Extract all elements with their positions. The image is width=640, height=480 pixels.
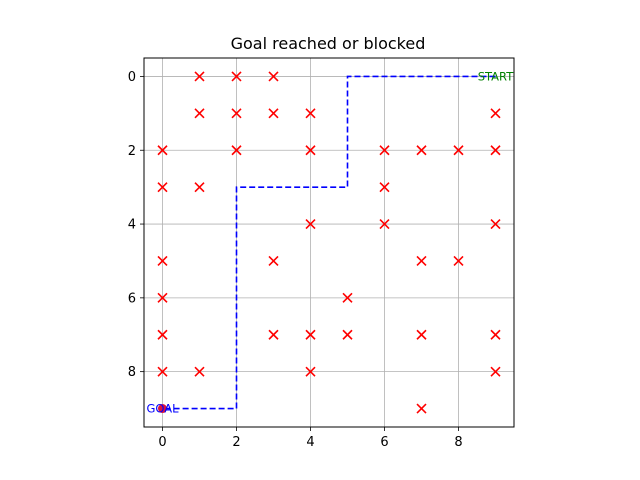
obstacle-stroke bbox=[379, 145, 390, 156]
obstacle-markers bbox=[157, 71, 501, 414]
obstacle-marker bbox=[416, 145, 427, 156]
obstacle-marker bbox=[305, 218, 316, 230]
x-tick-label: 0 bbox=[158, 435, 166, 450]
obstacle-stroke bbox=[268, 108, 279, 119]
obstacle-stroke bbox=[416, 329, 427, 340]
obstacle-marker bbox=[490, 329, 501, 340]
obstacle-marker bbox=[490, 145, 501, 156]
obstacle-marker bbox=[231, 71, 242, 82]
y-tick-label: 8 bbox=[128, 365, 136, 380]
obstacle-marker bbox=[194, 366, 205, 377]
obstacle-stroke bbox=[305, 366, 316, 377]
x-tick-label: 4 bbox=[306, 435, 314, 450]
route-path-line bbox=[162, 75, 496, 410]
plot-frame bbox=[143, 57, 515, 428]
chart-title: Goal reached or blocked bbox=[231, 34, 426, 53]
y-tick-label: 0 bbox=[128, 70, 136, 85]
obstacle-marker bbox=[157, 329, 168, 340]
obstacle-marker bbox=[305, 108, 316, 119]
obstacle-stroke bbox=[379, 218, 390, 230]
obstacle-marker bbox=[305, 329, 316, 340]
goal-marker bbox=[158, 404, 167, 414]
obstacle-stroke bbox=[305, 218, 316, 230]
annotation-layer: START GOAL bbox=[146, 69, 514, 415]
obstacle-marker bbox=[490, 366, 501, 377]
y-tick-label: 4 bbox=[128, 218, 136, 233]
obstacle-marker bbox=[490, 108, 501, 119]
obstacle-stroke bbox=[453, 255, 464, 267]
obstacle-marker bbox=[157, 182, 168, 193]
obstacle-marker bbox=[453, 255, 464, 267]
obstacle-marker bbox=[231, 145, 242, 156]
obstacle-stroke bbox=[305, 145, 316, 156]
obstacle-stroke bbox=[416, 403, 427, 414]
obstacle-stroke bbox=[490, 366, 501, 377]
obstacle-stroke bbox=[268, 71, 279, 82]
axis-ticks: 0 2 4 6 8 0 2 4 6 8 bbox=[128, 70, 463, 450]
obstacle-stroke bbox=[194, 71, 205, 82]
obstacle-stroke bbox=[305, 108, 316, 119]
obstacle-marker bbox=[416, 403, 427, 414]
obstacle-stroke bbox=[268, 255, 279, 267]
obstacle-stroke bbox=[231, 71, 242, 82]
path-layer bbox=[162, 75, 496, 410]
obstacle-stroke bbox=[157, 329, 168, 340]
obstacle-stroke bbox=[157, 255, 168, 267]
start-label: START bbox=[478, 69, 514, 83]
obstacle-stroke bbox=[416, 255, 427, 267]
obstacle-stroke bbox=[157, 145, 168, 156]
obstacle-marker bbox=[416, 255, 427, 267]
obstacle-stroke bbox=[490, 145, 501, 156]
obstacle-stroke bbox=[194, 182, 205, 193]
y-tick-label: 2 bbox=[128, 144, 136, 159]
x-tick-label: 8 bbox=[454, 435, 462, 450]
goal-layer bbox=[158, 404, 167, 414]
obstacle-stroke bbox=[194, 366, 205, 377]
obstacle-marker bbox=[342, 329, 353, 340]
obstacle-marker bbox=[416, 329, 427, 340]
obstacle-marker bbox=[157, 145, 168, 156]
obstacle-stroke bbox=[490, 329, 501, 340]
obstacle-marker bbox=[490, 218, 501, 230]
obstacle-marker bbox=[194, 182, 205, 193]
obstacle-stroke bbox=[268, 329, 279, 340]
obstacle-stroke bbox=[194, 108, 205, 119]
x-tick-label: 2 bbox=[232, 435, 240, 450]
obstacle-stroke bbox=[379, 182, 390, 193]
obstacle-stroke bbox=[416, 145, 427, 156]
obstacle-marker bbox=[194, 108, 205, 119]
obstacle-marker bbox=[379, 182, 390, 193]
obstacle-stroke bbox=[342, 292, 353, 303]
obstacle-marker bbox=[379, 218, 390, 230]
obstacle-marker bbox=[379, 145, 390, 156]
obstacle-marker bbox=[194, 71, 205, 82]
obstacle-stroke bbox=[490, 108, 501, 119]
obstacle-stroke bbox=[231, 145, 242, 156]
obstacle-stroke bbox=[490, 218, 501, 230]
obstacle-marker bbox=[268, 108, 279, 119]
obstacle-stroke bbox=[157, 182, 168, 193]
obstacle-stroke bbox=[453, 145, 464, 156]
goal-label: GOAL bbox=[146, 402, 179, 416]
obstacle-marker bbox=[231, 108, 242, 119]
obstacle-marker bbox=[342, 292, 353, 303]
obstacle-marker bbox=[268, 71, 279, 82]
obstacle-stroke bbox=[342, 329, 353, 340]
obstacle-marker bbox=[268, 329, 279, 340]
grid-lines bbox=[144, 58, 514, 427]
obstacle-marker bbox=[268, 255, 279, 267]
y-tick-label: 6 bbox=[128, 291, 136, 306]
obstacle-marker bbox=[453, 145, 464, 156]
x-tick-label: 6 bbox=[380, 435, 388, 450]
obstacle-marker bbox=[157, 366, 168, 377]
obstacle-marker bbox=[305, 366, 316, 377]
obstacle-marker bbox=[157, 255, 168, 267]
obstacle-marker bbox=[157, 292, 168, 303]
obstacle-stroke bbox=[157, 366, 168, 377]
obstacle-stroke bbox=[231, 108, 242, 119]
obstacle-marker bbox=[305, 145, 316, 156]
obstacle-stroke bbox=[305, 329, 316, 340]
obstacle-stroke bbox=[157, 292, 168, 303]
